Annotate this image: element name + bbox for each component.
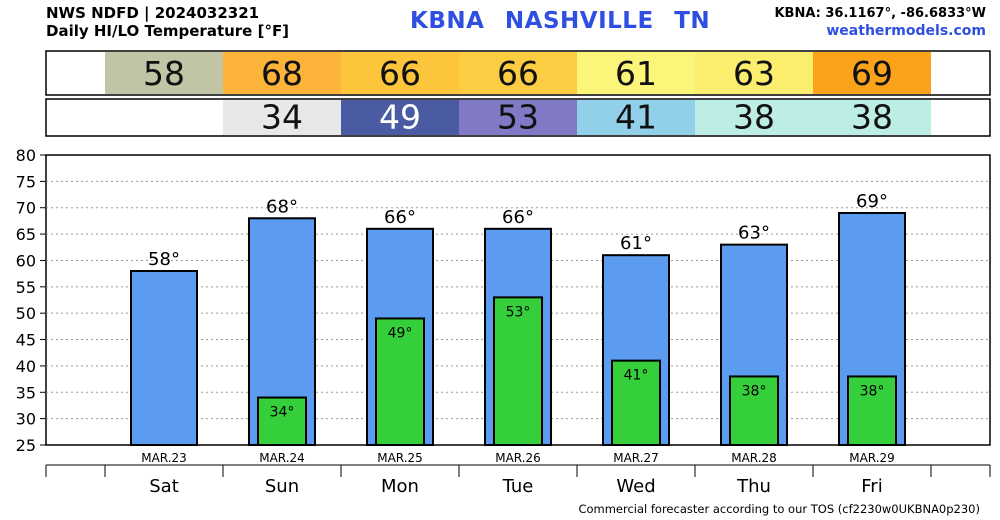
day-label: Fri <box>861 476 882 497</box>
hi-strip-cell <box>223 52 341 94</box>
y-tick-label: 55 <box>16 278 36 297</box>
hi-strip-cell <box>341 52 459 94</box>
station-name: NASHVILLE <box>504 8 654 34</box>
y-tick-label: 35 <box>16 383 36 402</box>
lo-bar-label: 34° <box>270 405 295 421</box>
y-tick-label: 25 <box>16 436 36 455</box>
y-tick-label: 40 <box>16 357 36 376</box>
day-label: Mon <box>381 476 419 497</box>
lo-bar-label: 41° <box>624 368 649 384</box>
y-tick-label: 60 <box>16 251 36 270</box>
lo-strip-cell <box>459 100 577 135</box>
date-label: MAR.23 <box>141 451 187 465</box>
date-label: MAR.26 <box>495 451 541 465</box>
hi-bar-label: 66° <box>502 207 534 228</box>
hi-bar-label: 63° <box>738 223 770 244</box>
y-tick-label: 45 <box>16 331 36 350</box>
date-label: MAR.29 <box>849 451 895 465</box>
lo-bar-label: 38° <box>742 383 767 399</box>
lo-strip-cell <box>577 100 695 135</box>
hi-strip-cell <box>695 52 813 94</box>
day-label: Sun <box>265 476 299 497</box>
date-label: MAR.24 <box>259 451 305 465</box>
lo-strip-value: 38 <box>851 98 893 137</box>
hi-strip-value: 66 <box>379 54 421 93</box>
lo-strip-cell <box>695 100 813 135</box>
tos-footer: Commercial forecaster according to our T… <box>578 502 980 516</box>
hi-strip-value: 58 <box>143 54 185 93</box>
lo-strip-cell <box>813 100 931 135</box>
lo-bar <box>729 375 779 447</box>
hi-bar-label: 61° <box>620 233 652 254</box>
lo-strip-value: 34 <box>261 98 303 137</box>
lo-bar-label: 49° <box>388 325 413 341</box>
chart-subtitle: Daily HI/LO Temperature [°F] <box>46 22 290 40</box>
day-label: Tue <box>502 476 534 497</box>
station-coordinates: KBNA: 36.1167°, -86.6833°W <box>774 6 986 21</box>
lo-strip-value: 38 <box>733 98 775 137</box>
hi-bar-label: 66° <box>384 207 416 228</box>
hi-bar <box>130 270 198 446</box>
lo-strip-value: 49 <box>379 98 421 137</box>
hi-strip-value: 69 <box>851 54 893 93</box>
day-label: Thu <box>736 476 771 497</box>
day-label: Sat <box>149 476 179 497</box>
lo-bar <box>493 296 543 447</box>
lo-bar <box>847 375 897 447</box>
hi-strip-value: 63 <box>733 54 775 93</box>
y-tick-label: 50 <box>16 304 36 323</box>
date-label: MAR.28 <box>731 451 777 465</box>
station-code: KBNA <box>410 8 485 34</box>
y-tick-label: 65 <box>16 225 36 244</box>
lo-strip-value: 41 <box>615 98 657 137</box>
hi-bar-label: 69° <box>856 191 888 212</box>
lo-bar <box>257 396 307 446</box>
station-heading: KBNA NASHVILLE TN <box>410 8 722 34</box>
hi-strip-cell <box>105 52 223 94</box>
site-link[interactable]: weathermodels.com <box>826 23 986 39</box>
y-tick-label: 80 <box>16 146 36 165</box>
lo-strip-cell <box>341 100 459 135</box>
y-tick-label: 70 <box>16 199 36 218</box>
station-state: TN <box>674 8 711 34</box>
date-label: MAR.27 <box>613 451 659 465</box>
hi-bar-label: 58° <box>148 249 180 270</box>
date-label: MAR.25 <box>377 451 423 465</box>
y-tick-label: 30 <box>16 410 36 429</box>
hi-strip-value: 61 <box>615 54 657 93</box>
lo-bar-label: 53° <box>506 304 531 320</box>
lo-bar-label: 38° <box>860 383 885 399</box>
lo-bar <box>375 317 425 447</box>
hi-strip-value: 66 <box>497 54 539 93</box>
lo-bar <box>611 359 661 446</box>
hi-strip-cell <box>459 52 577 94</box>
product-title: NWS NDFD | 2024032321 <box>46 4 260 22</box>
lo-strip-cell <box>223 100 341 135</box>
hi-strip-value: 68 <box>261 54 303 93</box>
y-tick-label: 75 <box>16 172 36 191</box>
day-label: Wed <box>616 476 655 497</box>
hi-bar-label: 68° <box>266 196 298 217</box>
hi-strip-cell <box>577 52 695 94</box>
hi-strip-cell <box>813 52 931 94</box>
lo-strip-value: 53 <box>497 98 539 137</box>
